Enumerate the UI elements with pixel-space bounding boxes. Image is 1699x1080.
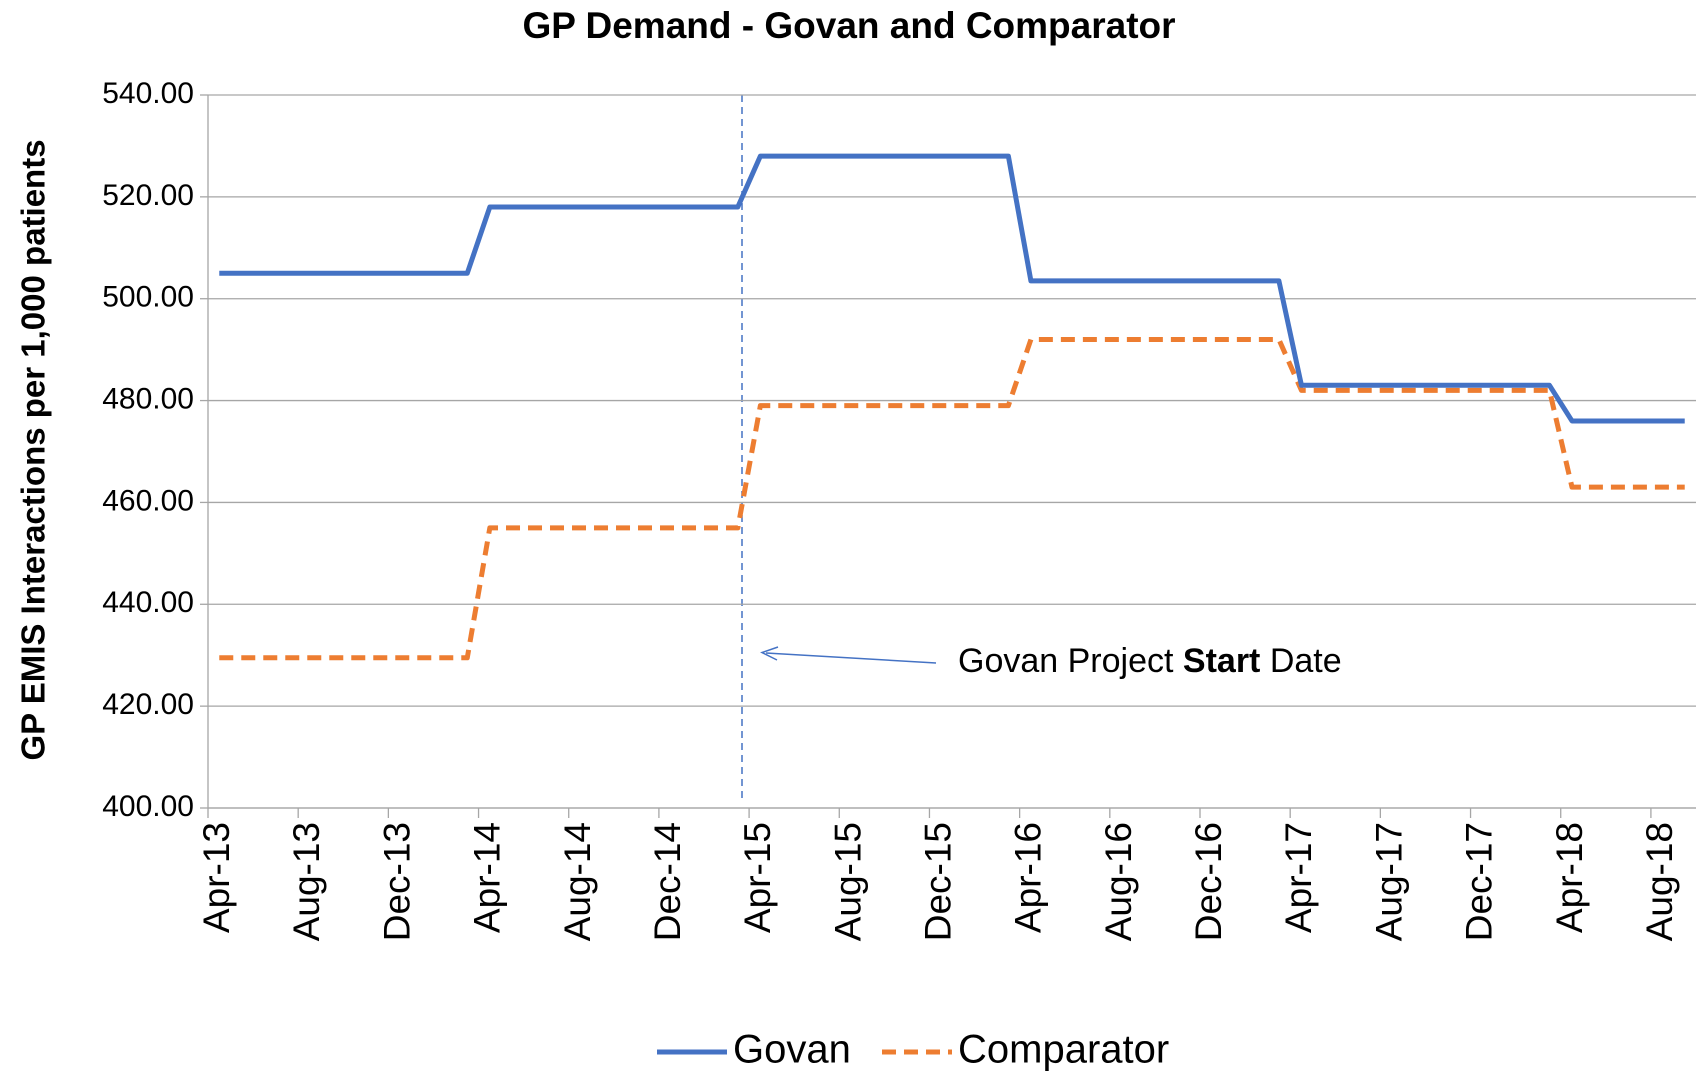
y-tick-label: 500.00 (102, 281, 194, 314)
x-tick-label: Apr-17 (1278, 822, 1319, 933)
x-tick-label: Apr-14 (467, 822, 508, 933)
series-line (219, 153, 1685, 424)
x-tick-label: Dec-16 (1188, 822, 1229, 941)
x-tick-label: Aug-17 (1368, 822, 1409, 941)
x-tick-label: Apr-16 (1008, 822, 1049, 933)
annotation-arrow (765, 652, 937, 664)
x-tick-label: Dec-15 (918, 822, 959, 941)
x-tick-label: Apr-13 (196, 822, 237, 933)
y-axis-label: GP EMIS Interactions per 1,000 patients (15, 139, 52, 760)
annotation-bold: Start (1183, 642, 1260, 680)
x-tick-label: Apr-18 (1549, 822, 1590, 933)
legend-label: Comparator (958, 1028, 1169, 1072)
x-tick-label: Aug-16 (1098, 822, 1139, 941)
chart-title: GP Demand - Govan and Comparator (522, 5, 1175, 46)
y-tick-label: 540.00 (102, 77, 194, 110)
x-tick-label: Aug-15 (827, 822, 868, 941)
annotation-text: Date (1270, 642, 1342, 680)
x-tick-label: Aug-18 (1639, 822, 1680, 941)
y-tick-label: 520.00 (102, 179, 194, 212)
y-tick-label: 400.00 (102, 790, 194, 823)
x-tick-label: Aug-13 (286, 822, 327, 941)
x-tick-label: Apr-15 (737, 822, 778, 933)
arrow-head (760, 646, 779, 661)
y-tick-label: 460.00 (102, 484, 194, 517)
x-tick-label: Dec-14 (647, 822, 688, 941)
annotation-text: Govan Project (958, 642, 1174, 680)
y-tick-label: 420.00 (102, 688, 194, 721)
y-tick-label: 480.00 (102, 382, 194, 415)
annotation: Govan Project Start Date (958, 642, 1342, 680)
x-tick-label: Dec-17 (1459, 822, 1500, 941)
y-tick-label: 440.00 (102, 586, 194, 619)
series-line (219, 336, 1685, 661)
x-tick-label: Aug-14 (557, 822, 598, 941)
x-tick-label: Dec-13 (376, 822, 417, 941)
legend-label: Govan (733, 1028, 851, 1072)
